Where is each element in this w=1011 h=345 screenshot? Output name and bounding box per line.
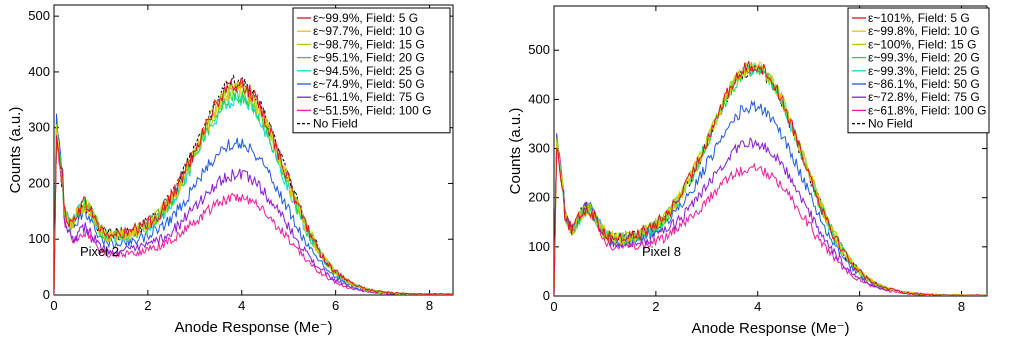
- legend-entry: ε~100%, Field: 15 G: [868, 37, 976, 51]
- y-tick-label: 300: [28, 120, 50, 135]
- x-tick-label: 2: [144, 298, 151, 313]
- legend-entry: ε~99.9%, Field: 5 G: [313, 11, 418, 25]
- x-tick-label: 0: [50, 298, 57, 313]
- y-tick-label: 500: [528, 42, 550, 57]
- x-tick-label: 4: [238, 298, 245, 313]
- x-tick-label: 6: [856, 299, 863, 314]
- legend-entry: No Field: [313, 117, 358, 131]
- legend: ε~101%, Field: 5 Gε~99.8%, Field: 10 Gε~…: [847, 7, 990, 134]
- y-axis-label: Counts (a.u.): [7, 107, 24, 194]
- legend-box: [292, 7, 451, 134]
- legend-entry: ε~97.7%, Field: 10 G: [313, 24, 425, 38]
- y-tick-label: 200: [528, 190, 550, 205]
- pixel-annotation: Pixel 2: [80, 244, 119, 259]
- pixel-annotation: Pixel 8: [642, 244, 681, 259]
- legend-entry: ε~99.8%, Field: 10 G: [868, 24, 980, 38]
- y-axis-label: Counts (a.u.): [507, 108, 524, 195]
- legend-entry: ε~51.5%, Field: 100 G: [313, 103, 431, 117]
- legend-entry: No Field: [868, 117, 913, 131]
- legend-entry: ε~99.3%, Field: 25 G: [868, 64, 980, 78]
- y-tick-label: 400: [528, 91, 550, 106]
- series-line-0: [554, 60, 987, 296]
- legend-entry: ε~61.1%, Field: 75 G: [313, 90, 425, 104]
- x-tick-label: 0: [550, 299, 557, 314]
- legend-entry: ε~74.9%, Field: 50 G: [313, 77, 425, 91]
- legend-entry: ε~86.1%, Field: 50 G: [868, 77, 980, 91]
- y-tick-label: 0: [43, 287, 50, 302]
- y-tick-label: 500: [28, 8, 50, 23]
- legend-entry: ε~72.8%, Field: 75 G: [868, 90, 980, 104]
- legend-box: [847, 7, 990, 134]
- legend-entry: ε~61.8%, Field: 100 G: [868, 103, 986, 117]
- legend-entry: ε~101%, Field: 5 G: [868, 11, 970, 25]
- x-axis-label: Anode Response (Me⁻): [692, 320, 850, 337]
- y-tick-label: 200: [28, 175, 50, 190]
- x-axis-label: Anode Response (Me⁻): [175, 319, 333, 336]
- x-tick-label: 6: [332, 298, 339, 313]
- y-tick-label: 400: [28, 64, 50, 79]
- pixel-8-chart: 0 100 200 300 400 500 0 2 4 6 8 Anode Response (Me⁻…: [506, 0, 1011, 345]
- legend: ε~99.9%, Field: 5 Gε~97.7%, Field: 10 Gε…: [292, 7, 451, 134]
- x-tick-label: 8: [426, 298, 433, 313]
- y-tick-label: 100: [528, 239, 550, 254]
- y-tick-label: 0: [543, 288, 550, 303]
- series-line-0: [54, 77, 453, 295]
- legend-entry: ε~99.3%, Field: 20 G: [868, 51, 980, 65]
- legend-entry: ε~95.1%, Field: 20 G: [313, 51, 425, 65]
- y-tick-label: 300: [528, 141, 550, 156]
- pixel-2-chart: 0 100 200 300 400 500 0 2 4 6 8 Anode Response (Me⁻…: [0, 0, 505, 345]
- legend-entry: ε~98.7%, Field: 15 G: [313, 37, 425, 51]
- x-tick-label: 4: [754, 299, 761, 314]
- x-tick-label: 8: [958, 299, 965, 314]
- x-tick-label: 2: [652, 299, 659, 314]
- y-tick-label: 100: [28, 231, 50, 246]
- pixel-8-plot: 0 100 200 300 400 500 0 2 4 6 8 Anode Response (Me⁻…: [507, 5, 990, 337]
- legend-entry: ε~94.5%, Field: 25 G: [313, 64, 425, 78]
- pixel-2-plot: 0 100 200 300 400 500 0 2 4 6 8 Anode Response (Me⁻…: [7, 4, 454, 336]
